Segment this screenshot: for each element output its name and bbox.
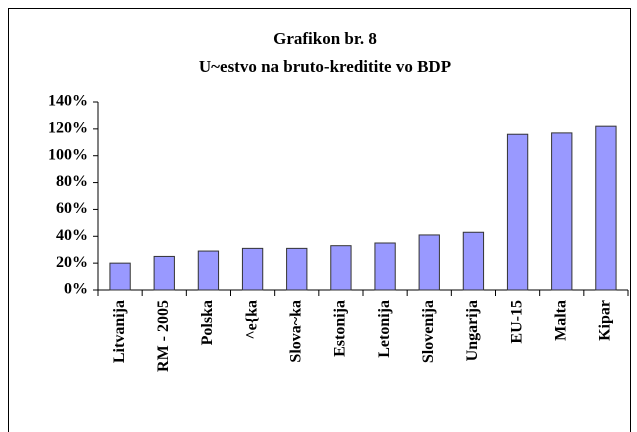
bar: [330, 245, 352, 291]
bar: [374, 242, 396, 291]
y-tick-label: 80%: [56, 173, 88, 190]
bar: [153, 255, 175, 291]
y-tick-label: 20%: [56, 254, 88, 271]
bar: [506, 133, 529, 291]
bar: [286, 247, 308, 291]
y-tick-label: 100%: [48, 146, 88, 163]
x-tick-label: Polska: [199, 300, 216, 345]
y-tick-label: 60%: [56, 200, 88, 217]
bar: [462, 231, 485, 291]
x-tick-label: Estonija: [332, 300, 349, 357]
y-tick-label: 140%: [48, 93, 88, 110]
y-tick-label: 120%: [48, 120, 88, 137]
x-tick-label: Letonija: [376, 300, 393, 358]
y-tick-label: 0%: [64, 281, 88, 298]
chart-title: Grafikon br. 8: [273, 29, 377, 48]
bar: [551, 132, 573, 291]
bar: [241, 247, 264, 291]
bar: [197, 250, 220, 291]
x-tick-label: Malta: [552, 300, 569, 341]
bar: [418, 234, 440, 291]
x-tick-label: ^e{ka: [243, 300, 260, 340]
x-tick-label: EU-15: [508, 300, 525, 344]
x-tick-label: Slova~ka: [287, 300, 304, 363]
x-tick-label: Litvanija: [111, 300, 128, 363]
x-tick-label: RM - 2005: [155, 300, 172, 372]
x-tick-label: Ungarija: [464, 300, 481, 361]
bar: [595, 125, 617, 291]
chart-subtitle: U~estvo na bruto-kreditite vo BDP: [199, 57, 451, 76]
y-tick-label: 40%: [56, 227, 88, 244]
bar: [109, 262, 131, 291]
x-tick-label: Kipar: [597, 300, 614, 341]
x-tick-label: Slovenija: [420, 300, 437, 363]
chart-frame: [8, 8, 631, 432]
